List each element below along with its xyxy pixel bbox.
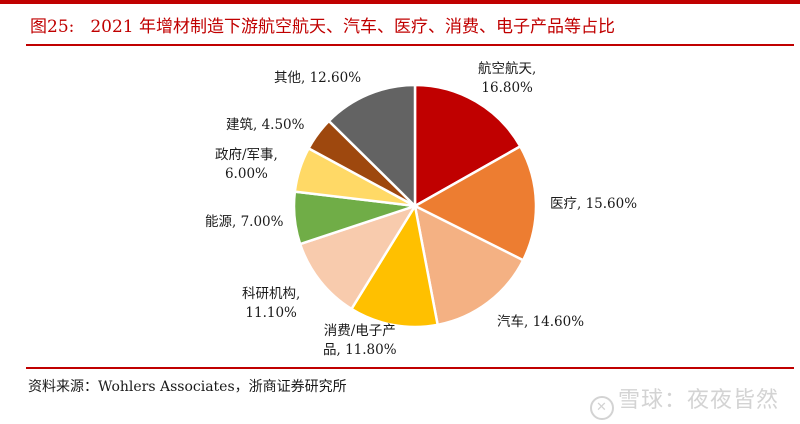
title-divider (26, 44, 794, 46)
label-government-military: 政府/军事, 6.00% (215, 146, 278, 184)
label-construction: 建筑, 4.50% (226, 116, 304, 135)
snowball-logo-icon: ✕ (590, 396, 614, 420)
label-text: 政府/军事, (215, 147, 278, 163)
label-value: 6.00% (224, 166, 268, 182)
pie-slice (298, 204, 417, 311)
pie-slice (350, 204, 439, 329)
label-research: 科研机构, 11.10% (242, 285, 300, 323)
pie-slices (292, 83, 538, 329)
label-text: 消费/电子产 (323, 323, 396, 339)
label-other: 其他, 12.60% (274, 69, 361, 88)
label-text: 航空航天, (478, 61, 537, 77)
label-aerospace: 航空航天, 16.80% (478, 60, 536, 98)
label-energy: 能源, 7.00% (205, 213, 283, 232)
label-text: 医疗, 15.60% (550, 196, 638, 212)
label-text: 其他, 12.60% (274, 70, 362, 86)
watermark-text: 雪球：夜夜皆然 (618, 388, 780, 413)
label-text: 能源, 7.00% (205, 214, 284, 230)
label-text: 建筑, 4.50% (226, 117, 305, 133)
label-text: 科研机构, (242, 286, 301, 302)
label-automotive: 汽车, 14.60% (497, 313, 584, 332)
top-border (0, 0, 800, 4)
pie-slice (327, 83, 417, 208)
label-medical: 医疗, 15.60% (550, 195, 637, 214)
figure-title: 图25: 2021 年增材制造下游航空航天、汽车、医疗、消费、电子产品等占比 (30, 12, 615, 37)
watermark: ✕ 雪球：夜夜皆然 (590, 382, 779, 420)
pie-slice (413, 83, 522, 208)
label-value: 品, 11.80% (323, 342, 397, 358)
figure-title-text: 2021 年增材制造下游航空航天、汽车、医疗、消费、电子产品等占比 (90, 17, 616, 37)
pie-slice (413, 145, 538, 262)
label-value: 11.10% (245, 305, 297, 321)
label-value: 16.80% (481, 80, 533, 96)
label-text: 汽车, 14.60% (497, 314, 585, 330)
source-note: 资料来源：Wohlers Associates，浙商证券研究所 (28, 379, 347, 395)
figure-label: 图25: (30, 17, 75, 37)
pie-slice (413, 204, 525, 327)
source-divider (26, 367, 794, 369)
label-consumer-electronics: 消费/电子产 品, 11.80% (323, 322, 397, 360)
